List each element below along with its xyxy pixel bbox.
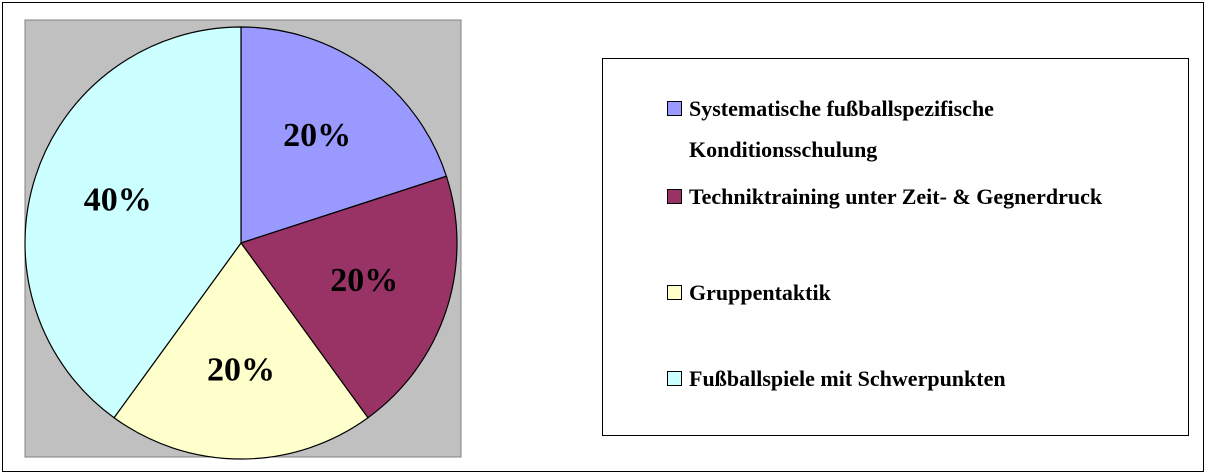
pie: 20% 20% 20% 40% bbox=[24, 26, 458, 460]
pie-slice bbox=[240, 26, 448, 244]
pie-slice bbox=[24, 26, 242, 419]
legend-entry: Gruppentaktik bbox=[667, 272, 1137, 313]
data-label: 20% bbox=[283, 117, 351, 154]
pie-slice bbox=[113, 241, 369, 460]
legend: Systematische fußballspezifische Konditi… bbox=[602, 58, 1189, 436]
pie-slice bbox=[240, 175, 458, 419]
legend-swatch bbox=[667, 189, 682, 204]
data-label: 40% bbox=[84, 182, 152, 219]
legend-label: Systematische fußballspezifische Konditi… bbox=[689, 96, 994, 162]
legend-label: Gruppentaktik bbox=[689, 280, 831, 305]
legend-swatch bbox=[667, 285, 682, 300]
legend-label: Techniktraining unter Zeit- & Gegnerdruc… bbox=[689, 184, 1103, 209]
legend-swatch bbox=[667, 101, 682, 116]
legend-label: Fußballspiele mit Schwerpunkten bbox=[689, 366, 1006, 391]
data-label: 20% bbox=[207, 351, 275, 388]
legend-entry: Techniktraining unter Zeit- & Gegnerdruc… bbox=[667, 176, 1137, 217]
legend-entry: Systematische fußballspezifische Konditi… bbox=[667, 88, 1137, 170]
legend-entry: Fußballspiele mit Schwerpunkten bbox=[667, 358, 1137, 399]
data-label: 20% bbox=[330, 262, 398, 299]
legend-swatch bbox=[667, 371, 682, 386]
